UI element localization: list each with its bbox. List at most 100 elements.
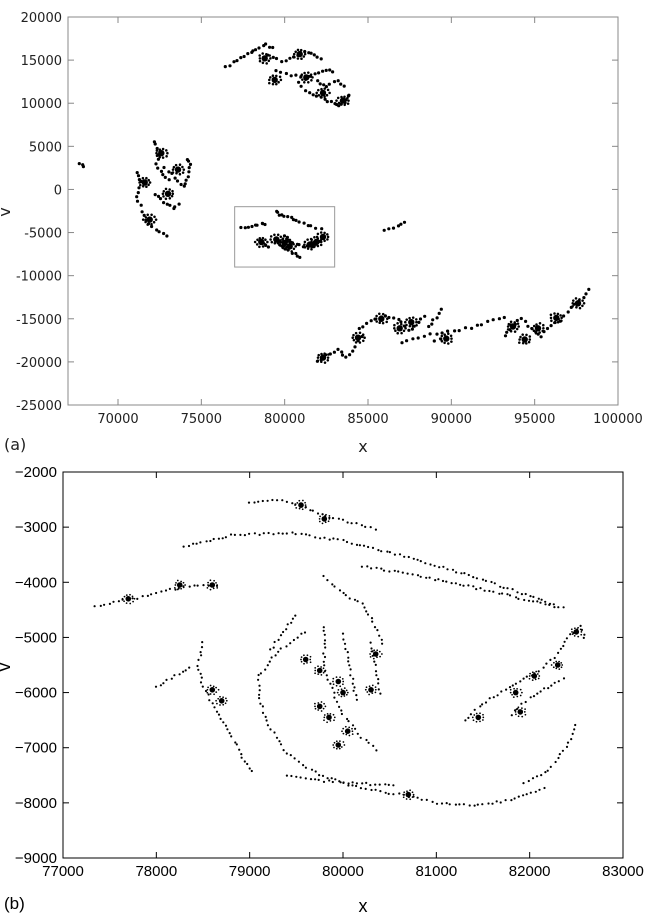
data-point — [299, 84, 303, 88]
vortex-point — [471, 716, 474, 719]
vortex-point — [314, 667, 317, 669]
x-tick-label: 95000 — [514, 412, 555, 427]
y-tick-label: -15000 — [16, 313, 62, 328]
vortex-point — [317, 673, 320, 675]
data-point — [348, 353, 352, 357]
data-point — [431, 800, 434, 803]
vortex-point — [412, 793, 415, 796]
vortex-point — [303, 52, 307, 56]
vortex-core — [335, 678, 342, 685]
data-point — [562, 677, 566, 680]
vortex-core — [303, 74, 310, 81]
vortex-point — [378, 650, 381, 653]
data-point — [309, 224, 313, 228]
vortex-point — [482, 713, 484, 716]
vortex-core — [273, 236, 280, 243]
vortex-point — [215, 699, 217, 702]
vortex-point — [332, 744, 335, 746]
data-point — [321, 69, 325, 73]
vortex-point — [303, 246, 307, 249]
vortex-point — [209, 588, 212, 591]
vortex-point — [178, 172, 182, 176]
data-point — [226, 728, 229, 731]
data-point — [219, 717, 222, 720]
vortex-point — [342, 727, 345, 730]
data-point — [294, 533, 297, 536]
vortex-point — [261, 61, 265, 65]
vortex-point — [345, 693, 348, 696]
vortex-point — [381, 321, 385, 325]
vortex-point — [531, 671, 534, 674]
data-point — [488, 697, 491, 700]
chart-panel-b: 77000 78000 79000 80000 81000 82000 83000 −9000… — [0, 460, 654, 916]
data-point — [257, 673, 260, 677]
vortex-point — [443, 341, 446, 345]
vortex-point — [315, 235, 319, 239]
data-point — [340, 712, 343, 716]
vortex-point — [574, 297, 578, 300]
data-point — [276, 210, 280, 214]
vortex-point — [306, 662, 308, 664]
vortex-point — [396, 322, 399, 325]
vortex-point — [303, 71, 306, 75]
data-point — [232, 60, 236, 64]
data-point — [297, 80, 301, 84]
vortex-point — [176, 579, 179, 582]
vortex-point — [323, 239, 326, 243]
vortex-point — [517, 325, 520, 328]
data-point — [187, 166, 191, 170]
vortex-point — [542, 327, 545, 330]
data-point — [557, 680, 560, 683]
data-point — [327, 82, 331, 86]
data-point — [547, 687, 550, 690]
data-point — [264, 668, 267, 671]
data-point — [239, 533, 242, 536]
vortex-point — [516, 322, 520, 325]
vortex-core — [319, 354, 327, 361]
data-point — [437, 578, 440, 581]
vortex-point — [322, 707, 325, 710]
vortex-point — [571, 302, 574, 305]
vortex-point — [384, 315, 387, 318]
data-point — [463, 326, 468, 330]
data-point — [331, 583, 334, 586]
vortex-point — [148, 181, 152, 184]
vortex-point — [175, 171, 178, 175]
data-point — [294, 218, 298, 222]
data-point — [242, 54, 246, 59]
vortex-core — [335, 742, 342, 748]
data-point — [427, 324, 431, 329]
data-point — [397, 317, 401, 322]
data-point — [156, 166, 160, 170]
data-point — [289, 642, 292, 645]
data-point — [140, 210, 144, 214]
data-point — [175, 179, 180, 183]
data-point — [320, 227, 324, 231]
data-point — [282, 749, 285, 752]
vortex-point — [364, 688, 367, 691]
data-point — [201, 641, 204, 644]
data-point — [306, 224, 310, 228]
data-point — [358, 544, 361, 547]
vortex-point — [511, 693, 513, 696]
data-point — [531, 777, 535, 780]
vortex-core — [261, 55, 268, 62]
vortex-point — [529, 672, 531, 675]
data-point — [566, 310, 570, 314]
data-point — [473, 804, 476, 807]
data-point — [375, 674, 378, 677]
vortex-point — [150, 222, 153, 226]
x-tick-label: 100000 — [593, 412, 643, 427]
data-point — [286, 215, 290, 219]
y-tick-label: 10000 — [21, 97, 62, 112]
data-point — [309, 509, 312, 512]
data-point — [364, 525, 367, 528]
vortex-point — [362, 339, 365, 343]
data-point — [330, 777, 333, 780]
vortex-point — [283, 242, 287, 245]
vortex-point — [320, 360, 323, 363]
y-tick-label: 5000 — [29, 140, 62, 155]
data-point — [467, 584, 470, 587]
data-point — [350, 522, 353, 525]
vortex-point — [318, 518, 321, 520]
